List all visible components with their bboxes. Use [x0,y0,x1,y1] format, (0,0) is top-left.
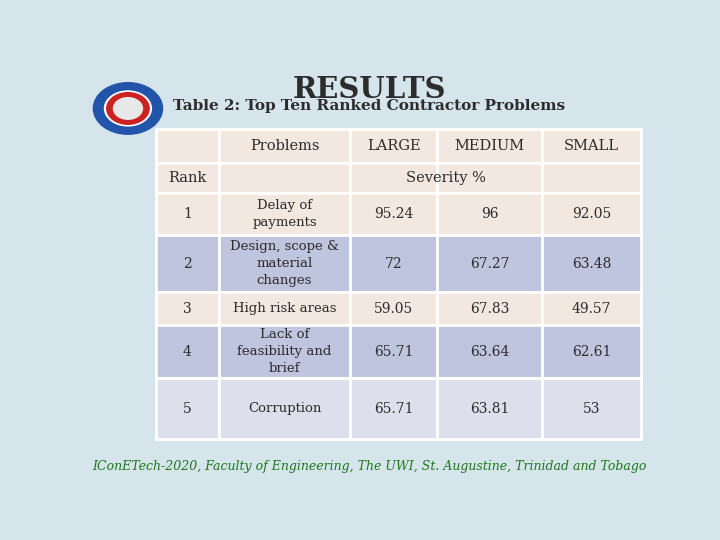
Circle shape [104,91,151,126]
Text: 65.71: 65.71 [374,402,413,416]
Bar [541,129,642,163]
Bar [438,292,541,325]
Text: MEDIUM: MEDIUM [454,139,525,153]
Bar [219,193,350,235]
Bar [541,163,642,193]
Text: LARGE: LARGE [367,139,420,153]
Text: 72: 72 [385,256,402,271]
Text: 49.57: 49.57 [572,302,611,316]
Bar [219,235,350,292]
Bar [438,379,541,439]
Bar [219,163,350,193]
Bar [156,292,219,325]
Bar [438,193,541,235]
Bar [219,325,350,379]
Bar [156,193,219,235]
Text: 63.64: 63.64 [470,345,509,359]
Text: 67.27: 67.27 [470,256,509,271]
Bar [438,163,541,193]
Bar [541,292,642,325]
Text: 1: 1 [183,207,192,221]
Bar [156,129,219,163]
Text: 2: 2 [183,256,192,271]
Bar [350,193,438,235]
Text: High risk areas: High risk areas [233,302,336,315]
Bar [350,163,438,193]
Text: Severity %: Severity % [406,171,486,185]
Text: 53: 53 [582,402,600,416]
Bar [350,129,438,163]
Text: Delay of
payments: Delay of payments [252,199,317,229]
Text: Corruption: Corruption [248,402,321,415]
Text: IConETech-2020, Faculty of Engineering, The UWI, St. Augustine, Trinidad and Tob: IConETech-2020, Faculty of Engineering, … [92,460,646,472]
Text: SMALL: SMALL [564,139,619,153]
Bar [541,193,642,235]
Text: 59.05: 59.05 [374,302,413,316]
Text: RESULTS: RESULTS [292,75,446,104]
Bar [219,292,350,325]
Text: Design, scope &
material
changes: Design, scope & material changes [230,240,339,287]
Bar [350,325,438,379]
Text: Rank: Rank [168,171,207,185]
Text: 92.05: 92.05 [572,207,611,221]
Text: Lack of
feasibility and
brief: Lack of feasibility and brief [238,328,332,375]
Bar [350,379,438,439]
Bar [541,325,642,379]
Bar [156,163,219,193]
Circle shape [107,93,149,124]
Text: 63.48: 63.48 [572,256,611,271]
Bar [541,235,642,292]
Text: 62.61: 62.61 [572,345,611,359]
Text: 3: 3 [183,302,192,316]
Bar [438,325,541,379]
Bar [156,235,219,292]
Bar [350,235,438,292]
Text: 4: 4 [183,345,192,359]
Text: Table 2: Top Ten Ranked Contractor Problems: Table 2: Top Ten Ranked Contractor Probl… [173,99,565,113]
Text: 96: 96 [481,207,498,221]
Text: Problems: Problems [250,139,319,153]
Text: 65.71: 65.71 [374,345,413,359]
Text: 5: 5 [183,402,192,416]
Bar [156,325,219,379]
Text: 67.83: 67.83 [470,302,509,316]
Bar [541,379,642,439]
Text: 63.81: 63.81 [470,402,509,416]
Bar [156,379,219,439]
Circle shape [94,83,163,134]
Bar [438,129,541,163]
Bar [219,379,350,439]
Bar [438,235,541,292]
Circle shape [114,98,143,119]
Bar [219,129,350,163]
Text: 95.24: 95.24 [374,207,413,221]
Bar [350,292,438,325]
